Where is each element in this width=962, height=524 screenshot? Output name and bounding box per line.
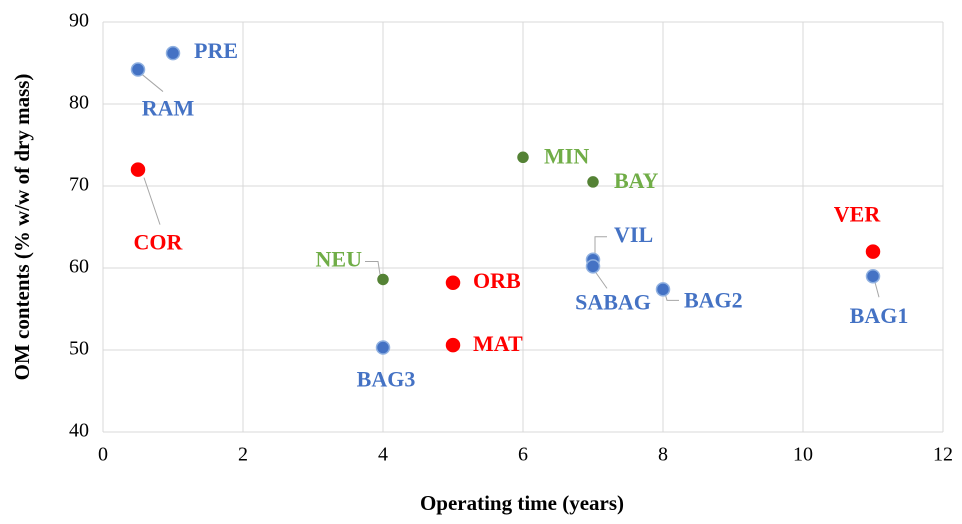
point bbox=[130, 62, 146, 77]
leader-line bbox=[143, 177, 161, 225]
point-label: SABAG bbox=[575, 289, 651, 314]
y-tick-label: 50 bbox=[69, 338, 89, 360]
point-label: NEU bbox=[316, 247, 363, 272]
point-label: MIN bbox=[544, 143, 589, 168]
point-label: BAG2 bbox=[684, 287, 743, 312]
y-tick-label: 60 bbox=[69, 256, 89, 278]
x-tick-label: 0 bbox=[98, 444, 108, 466]
point-label: VER bbox=[834, 202, 882, 227]
point-label: BAG1 bbox=[850, 303, 909, 328]
point-label: MAT bbox=[473, 331, 523, 356]
point-label: COR bbox=[134, 230, 184, 255]
point-label: ORB bbox=[473, 268, 521, 293]
leader-line bbox=[365, 260, 381, 275]
point bbox=[130, 162, 146, 177]
x-tick-label: 4 bbox=[378, 444, 388, 466]
point bbox=[375, 340, 391, 355]
point bbox=[377, 273, 389, 286]
point bbox=[865, 244, 881, 259]
leader-line bbox=[594, 236, 607, 255]
x-tick-label: 8 bbox=[658, 444, 668, 466]
leader-line bbox=[140, 73, 164, 92]
x-axis-title: Operating time (years) bbox=[420, 491, 624, 515]
y-tick-label: 90 bbox=[69, 10, 89, 32]
x-tick-label: 12 bbox=[933, 444, 953, 466]
point bbox=[587, 176, 599, 188]
point-label: PRE bbox=[194, 38, 238, 63]
leader-line bbox=[594, 271, 608, 289]
point-label: VIL bbox=[614, 222, 653, 247]
point bbox=[445, 337, 461, 353]
y-axis-title: OM contents (% w/w of dry mass) bbox=[10, 74, 34, 381]
point-label: BAG3 bbox=[357, 367, 416, 392]
point bbox=[517, 151, 529, 164]
x-tick-label: 10 bbox=[793, 444, 813, 466]
leader-line bbox=[874, 282, 880, 298]
point bbox=[165, 45, 181, 61]
point bbox=[865, 268, 881, 284]
point-label: RAM bbox=[142, 96, 195, 121]
point bbox=[655, 282, 671, 297]
x-tick-label: 2 bbox=[238, 444, 248, 466]
point bbox=[445, 275, 461, 291]
point bbox=[585, 259, 601, 274]
point-label: BAY bbox=[614, 168, 659, 193]
x-tick-label: 6 bbox=[518, 444, 528, 466]
y-tick-label: 80 bbox=[69, 92, 89, 114]
y-tick-label: 40 bbox=[69, 420, 89, 442]
y-tick-label: 70 bbox=[69, 174, 89, 196]
